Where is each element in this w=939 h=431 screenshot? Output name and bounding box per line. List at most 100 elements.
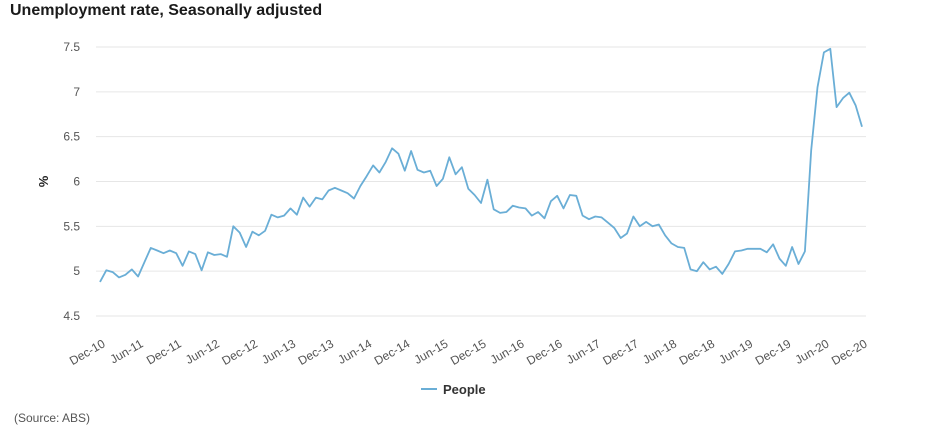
data-point[interactable] [835,105,839,109]
data-point[interactable] [174,251,178,255]
data-point[interactable] [403,169,407,173]
data-point[interactable] [530,214,534,218]
data-point[interactable] [485,178,489,182]
data-point[interactable] [187,249,191,253]
data-point[interactable] [193,252,197,256]
data-point[interactable] [416,168,420,172]
data-point[interactable] [752,247,756,251]
data-point[interactable] [238,231,242,235]
data-point[interactable] [460,165,464,169]
data-point[interactable] [212,253,216,257]
data-point[interactable] [663,233,667,237]
data-point[interactable] [466,187,470,191]
data-point[interactable] [473,193,477,197]
data-point[interactable] [155,249,159,253]
data-point[interactable] [200,268,204,272]
data-point[interactable] [479,201,483,205]
data-point[interactable] [384,160,388,164]
data-point[interactable] [181,264,185,268]
data-point[interactable] [771,242,775,246]
data-point[interactable] [689,267,693,271]
data-point[interactable] [295,213,299,217]
data-point[interactable] [492,207,496,211]
data-point[interactable] [765,250,769,254]
data-point[interactable] [638,224,642,228]
data-point[interactable] [142,260,146,264]
data-point[interactable] [250,230,254,234]
data-point[interactable] [670,241,674,245]
data-point[interactable] [549,199,553,203]
data-point[interactable] [225,255,229,259]
data-point[interactable] [593,214,597,218]
data-point[interactable] [123,273,127,277]
data-point[interactable] [714,265,718,269]
data-point[interactable] [346,191,350,195]
data-point[interactable] [365,174,369,178]
data-point[interactable] [816,85,820,89]
data-point[interactable] [422,171,426,175]
data-point[interactable] [797,262,801,266]
data-point[interactable] [282,214,286,218]
data-point[interactable] [308,205,312,209]
data-point[interactable] [276,215,280,219]
data-point[interactable] [612,226,616,230]
data-point[interactable] [504,210,508,214]
data-point[interactable] [269,213,273,217]
legend[interactable]: People [421,382,486,397]
data-point[interactable] [847,91,851,95]
data-point[interactable] [727,262,731,266]
data-point[interactable] [301,196,305,200]
data-point[interactable] [339,188,343,192]
data-point[interactable] [657,223,661,227]
data-point[interactable] [263,229,267,233]
data-point[interactable] [701,260,705,264]
data-point[interactable] [314,196,318,200]
data-point[interactable] [777,257,781,261]
series-line-people[interactable] [99,47,863,283]
data-point[interactable] [708,267,712,271]
data-point[interactable] [555,194,559,198]
data-point[interactable] [327,188,331,192]
data-point[interactable] [320,197,324,201]
data-point[interactable] [746,247,750,251]
data-point[interactable] [676,245,680,249]
data-point[interactable] [358,184,362,188]
data-point[interactable] [441,177,445,181]
data-point[interactable] [130,267,134,271]
data-point[interactable] [828,47,832,51]
data-point[interactable] [409,149,413,153]
data-point[interactable] [98,280,102,284]
data-point[interactable] [352,197,356,201]
data-point[interactable] [631,214,635,218]
data-point[interactable] [587,217,591,221]
data-point[interactable] [619,236,623,240]
data-point[interactable] [231,224,235,228]
data-point[interactable] [257,233,261,237]
data-point[interactable] [162,251,166,255]
data-point[interactable] [377,171,381,175]
data-point[interactable] [568,193,572,197]
data-point[interactable] [117,275,121,279]
data-point[interactable] [149,246,153,250]
data-point[interactable] [111,270,115,274]
data-point[interactable] [784,264,788,268]
data-point[interactable] [371,163,375,167]
data-point[interactable] [396,152,400,156]
data-point[interactable] [803,249,807,253]
data-point[interactable] [695,269,699,273]
data-point[interactable] [809,148,813,152]
data-point[interactable] [498,211,502,215]
data-point[interactable] [511,204,515,208]
data-point[interactable] [289,206,293,210]
data-point[interactable] [854,103,858,107]
data-point[interactable] [454,172,458,176]
data-point[interactable] [600,215,604,219]
data-point[interactable] [625,232,629,236]
data-point[interactable] [860,125,864,129]
data-point[interactable] [104,268,108,272]
data-point[interactable] [682,246,686,250]
data-point[interactable] [758,247,762,251]
data-point[interactable] [562,206,566,210]
data-point[interactable] [543,216,547,220]
data-point[interactable] [720,272,724,276]
